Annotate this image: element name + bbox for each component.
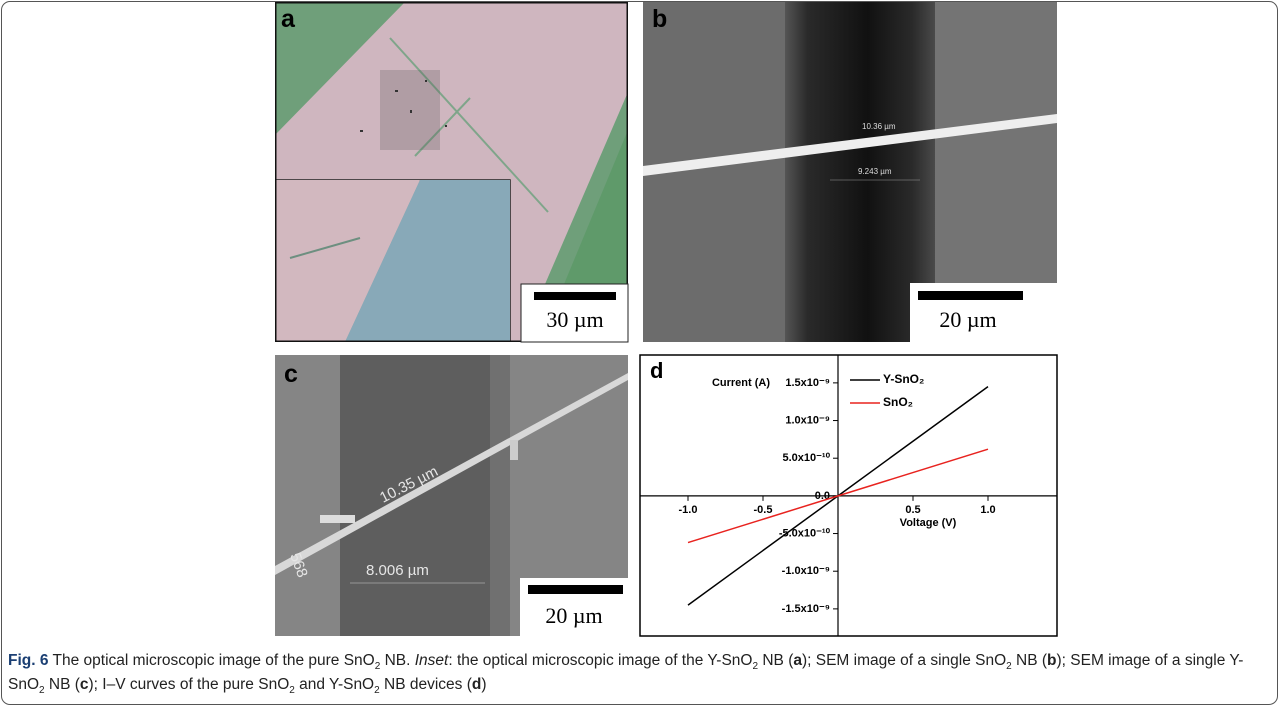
legend-label: Y-SnO₂	[883, 372, 924, 386]
caption-text: b	[1047, 652, 1056, 669]
caption-text: and Y-SnO	[295, 676, 374, 693]
x-tick-label: -0.5	[754, 504, 773, 516]
y-tick-label: 1.5x10⁻⁹	[785, 377, 830, 389]
iv-chart: d -1.5x10⁻⁹-1.0x10⁻⁹-5.0x10⁻¹⁰0.05.0x10⁻…	[640, 355, 1057, 636]
legend-label: SnO₂	[883, 395, 913, 409]
figure-number: Fig. 6	[8, 652, 48, 669]
measurement-label: 8.006 µm	[366, 562, 429, 579]
measurement-label: 10.36 µm	[862, 122, 896, 131]
caption-text: : the optical microscopic image of the Y…	[448, 652, 752, 669]
caption-text: NB.	[380, 652, 414, 669]
scale-bar-label: 20 µm	[545, 603, 602, 628]
caption-text: NB (	[1012, 652, 1047, 669]
scale-bar	[918, 291, 1023, 300]
caption-text: ); I–V curves of the pure SnO	[89, 676, 290, 693]
caption-text: c	[80, 676, 89, 693]
caption-text: NB (	[45, 676, 80, 693]
caption-text: a	[793, 652, 802, 669]
panel-label: d	[650, 358, 663, 383]
x-tick-label: 1.0	[980, 504, 995, 516]
x-tick-label: 0.5	[905, 504, 920, 516]
panel-label: a	[281, 5, 296, 33]
caption-text: NB (	[758, 652, 793, 669]
scale-bar-label: 20 µm	[939, 307, 996, 332]
scale-bar	[534, 292, 616, 300]
scale-bar	[528, 585, 623, 594]
panel-label: b	[652, 5, 667, 33]
y-tick-label: 1.0x10⁻⁹	[785, 414, 830, 426]
caption-text: d	[472, 676, 481, 693]
panel-label: c	[284, 360, 298, 388]
x-tick-label: -1.0	[679, 504, 698, 516]
y-tick-label: -1.0x10⁻⁹	[782, 565, 830, 577]
scale-bar-label: 30 µm	[546, 307, 603, 332]
caption: Fig. 6 The optical microscopic image of …	[8, 649, 1276, 697]
caption-text: ); SEM image of a single SnO	[802, 652, 1006, 669]
y-tick-label: 5.0x10⁻¹⁰	[782, 452, 830, 464]
x-axis-label: Voltage (V)	[900, 517, 957, 529]
caption-text: NB devices (	[380, 676, 472, 693]
caption-text: The optical microscopic image of the pur…	[48, 652, 374, 669]
caption-text: )	[481, 676, 486, 693]
caption-text: Inset	[415, 652, 449, 669]
measurement-label: 9.243 µm	[858, 167, 892, 176]
figure: a 30 µm 10.36 µm 9.243 µm b 20 µm 10.35 …	[0, 0, 1281, 645]
y-tick-label: -1.5x10⁻⁹	[782, 603, 830, 615]
y-axis-label: Current (A)	[712, 377, 770, 389]
